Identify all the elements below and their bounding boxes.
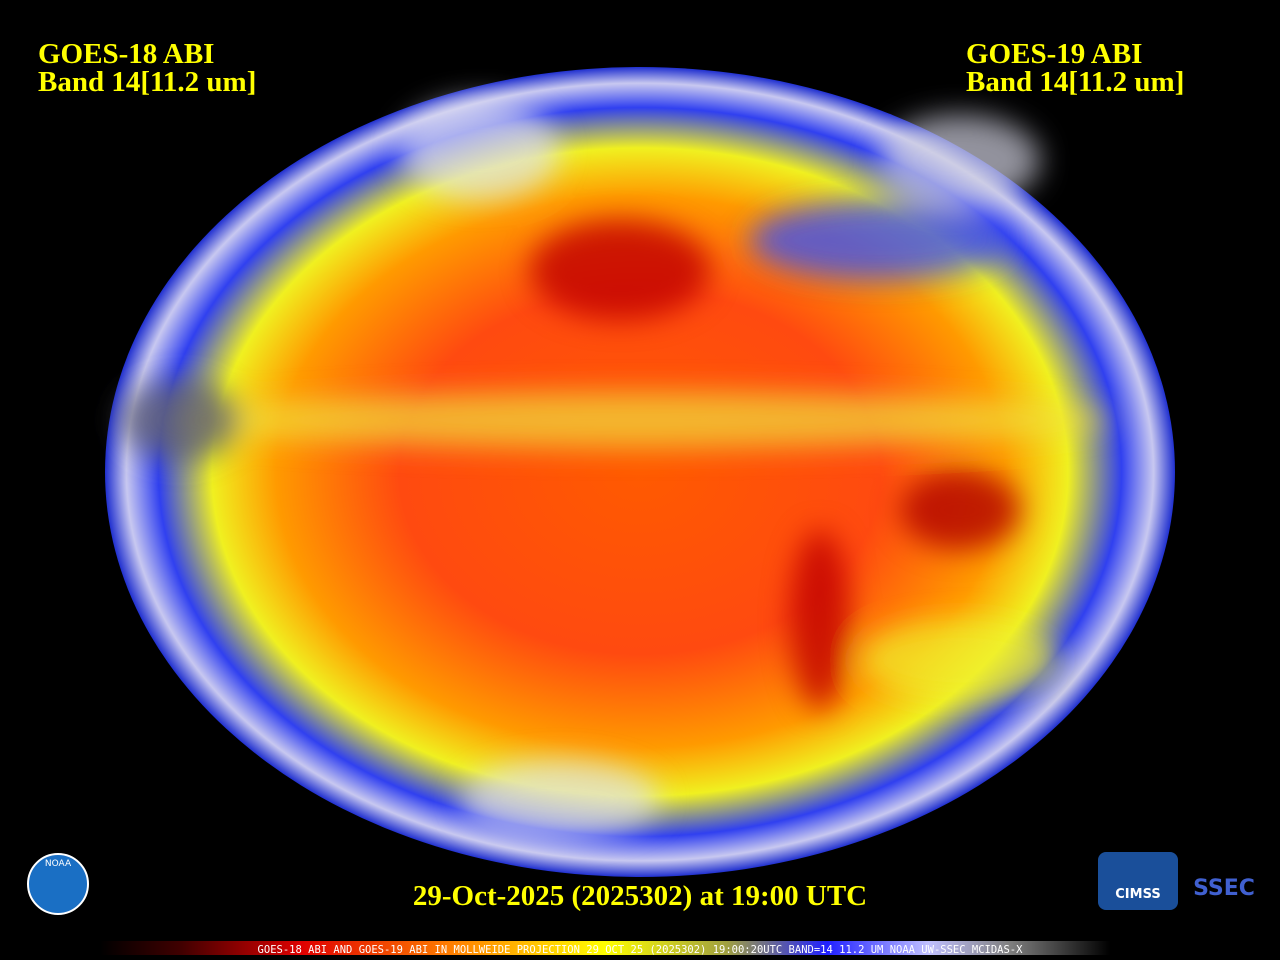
ssec-label: SSEC — [1193, 876, 1255, 901]
noaa-label: NOAA — [45, 859, 72, 869]
timestamp: 29-Oct-2025 (2025302) at 19:00 UTC — [412, 880, 868, 912]
cimss-logo — [1098, 852, 1178, 910]
right-label-line1: GOES-19 ABI — [966, 38, 1143, 70]
cloud-features — [120, 100, 1110, 840]
left-label: GOES-18 ABI Band 14[11.2 um] — [38, 38, 257, 98]
left-label-line1: GOES-18 ABI — [38, 38, 215, 70]
cimss-label: CIMSS — [1115, 887, 1160, 902]
color-bar — [100, 941, 1110, 955]
right-label: GOES-19 ABI Band 14[11.2 um] — [966, 38, 1185, 98]
footer-text: GOES-18 ABI AND GOES-19 ABI IN MOLLWEIDE… — [258, 944, 1024, 956]
right-label-line2: Band 14[11.2 um] — [966, 66, 1185, 98]
left-label-line2: Band 14[11.2 um] — [38, 66, 257, 98]
noaa-logo — [27, 853, 89, 915]
